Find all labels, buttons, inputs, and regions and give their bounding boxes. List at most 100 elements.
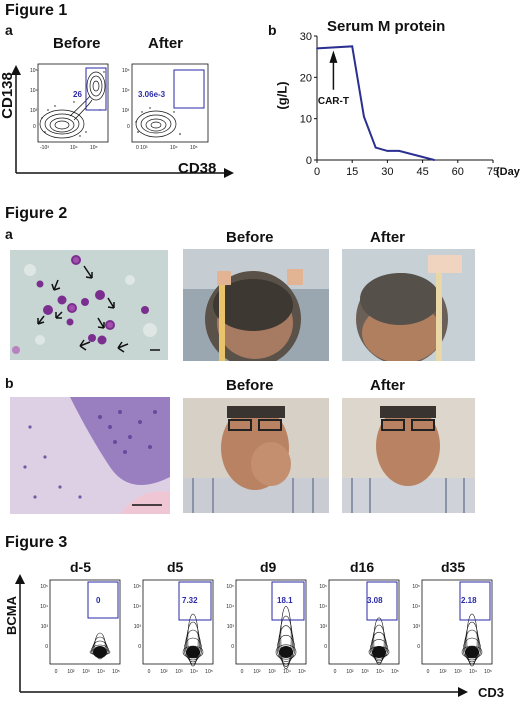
svg-text:10⁴: 10⁴	[170, 145, 178, 150]
flow-x-tick-label: 10³	[175, 669, 183, 675]
figure3-gate-value-5: 2.18	[461, 596, 477, 605]
flow-y-tick-label: 10³	[134, 624, 142, 630]
flow-plot-frame	[142, 579, 214, 665]
flow-y-tick-label: 10⁵	[226, 584, 234, 590]
figure2-row-b-before-label: Before	[226, 377, 274, 394]
figure3-axis-arrows	[10, 570, 480, 700]
svg-text:10⁵: 10⁵	[190, 145, 198, 150]
flow-y-tick-label: 10³	[320, 624, 328, 630]
flow-contour-core	[372, 646, 386, 658]
figure2-row-b-after-label: After	[370, 377, 406, 394]
flow-x-tick-label: 10⁵	[484, 669, 492, 675]
svg-text:0: 0	[127, 124, 130, 130]
flow-gate	[366, 581, 398, 621]
flow-contour	[280, 606, 292, 670]
svg-text:-10³: -10³	[40, 145, 49, 150]
flow-contour	[185, 629, 201, 663]
flow-x-tick-label: 0	[334, 669, 337, 675]
data-point	[351, 45, 354, 48]
flow-x-tick-label: 10²	[346, 669, 354, 675]
figure1-y-axis-label: CD138	[0, 72, 16, 119]
figure2-row-a-letter: a	[5, 226, 13, 242]
flow-contour	[464, 629, 480, 663]
flow-y-tick-label: 10⁵	[319, 584, 327, 590]
head-photo-after	[342, 249, 475, 361]
flow-y-tick-label: 10⁴	[40, 604, 48, 610]
flow-contour-core	[93, 646, 107, 658]
flow-contour-core	[465, 646, 479, 658]
figure3-title: Figure 3	[5, 534, 68, 551]
flow-x-tick-label: 10³	[361, 669, 369, 675]
flow-x-tick-label: 10⁴	[469, 669, 477, 675]
figure3-day-label-5: d35	[441, 559, 466, 575]
flow-gate	[178, 581, 212, 621]
svg-text:10³: 10³	[30, 108, 38, 114]
figure3-x-axis-label: CD3	[478, 685, 505, 700]
figure1-before-label: Before	[53, 35, 101, 52]
flow-x-tick-label: 10⁵	[298, 669, 306, 675]
figure2-row-a-before-label: Before	[226, 229, 274, 246]
flow-x-tick-label: 0	[427, 669, 430, 675]
chart-y-axis-label: (g/L)	[274, 81, 290, 110]
data-point	[374, 146, 377, 149]
figure3-gate-value-1: 0	[96, 596, 101, 605]
figure1-panel-a-letter: a	[5, 22, 13, 38]
svg-text:10⁵: 10⁵	[30, 68, 38, 74]
svg-text:10⁵: 10⁵	[122, 68, 130, 74]
figure1-x-axis-label: CD38	[178, 160, 217, 177]
car-t-annotation: CAR-T	[318, 96, 349, 107]
figure2-title: Figure 2	[5, 205, 68, 222]
x-tick-label: 60	[452, 166, 464, 178]
flow-y-tick-label: 10⁵	[133, 584, 141, 590]
flow-x-tick-label: 10³	[268, 669, 276, 675]
figure3-day-label-3: d9	[260, 559, 277, 575]
flow-contour	[278, 625, 294, 665]
flow-x-tick-label: 10²	[160, 669, 168, 675]
flow-contour	[466, 613, 478, 667]
figure1-before-gate-value: 26	[73, 90, 82, 99]
flow-contour	[279, 615, 293, 667]
flow-x-tick-label: 10²	[439, 669, 447, 675]
flow-contour	[183, 637, 203, 661]
data-point	[433, 159, 436, 161]
figure1-axis-arrows	[2, 55, 242, 185]
svg-text:10⁵: 10⁵	[90, 145, 98, 150]
face-photo-after	[342, 398, 475, 513]
figure3-gate-value-2: 7.32	[182, 596, 198, 605]
flow-contour	[372, 624, 386, 664]
flow-y-tick-label: 10⁴	[319, 604, 327, 610]
svg-text:10³: 10³	[122, 108, 130, 114]
figure1-after-flow-plot: 10⁵ 10⁴ 10³ 0 0 10³ 10⁴ 10⁵	[122, 62, 210, 150]
svg-text:0: 0	[33, 124, 36, 130]
flow-x-tick-label: 0	[148, 669, 151, 675]
car-t-arrow-head	[329, 50, 338, 63]
flow-x-tick-label: 10²	[253, 669, 261, 675]
figure3-flow-plots: 10⁵ 10⁴ 10³ 0 0 10² 10³ 10⁴ 10⁵ 10⁵ 10⁴ 10³ 0 0 10² 10³…	[34, 578, 520, 678]
flow-x-tick-label: 10⁵	[205, 669, 213, 675]
y-tick-label: 20	[300, 72, 312, 84]
x-tick-label: 15	[346, 166, 358, 178]
flow-x-tick-label: 10⁵	[112, 669, 120, 675]
data-point	[398, 150, 401, 152]
flow-contour	[187, 613, 199, 667]
flow-contour	[94, 632, 106, 660]
flow-y-tick-label: 0	[231, 644, 234, 650]
figure1-after-label: After	[148, 35, 184, 52]
flow-x-tick-label: 10⁴	[97, 669, 105, 675]
head-photo-before	[183, 249, 329, 361]
y-tick-label: 0	[306, 155, 312, 167]
figure3-day-label-2: d5	[167, 559, 184, 575]
flow-contour	[373, 617, 385, 665]
flow-y-tick-label: 10⁴	[412, 604, 420, 610]
face-photo-before	[183, 398, 329, 513]
flow-y-tick-label: 10³	[41, 624, 49, 630]
flow-gate	[87, 581, 119, 619]
figure1-after-gate-value: 3.06e-3	[138, 90, 166, 99]
flow-gate	[271, 581, 305, 621]
flow-contour	[275, 644, 297, 660]
flow-x-tick-label: 10⁴	[376, 669, 384, 675]
svg-text:10⁴: 10⁴	[70, 145, 78, 150]
y-tick-label: 10	[300, 114, 312, 126]
flow-y-tick-label: 10⁴	[133, 604, 141, 610]
x-tick-label: 0	[314, 166, 320, 178]
